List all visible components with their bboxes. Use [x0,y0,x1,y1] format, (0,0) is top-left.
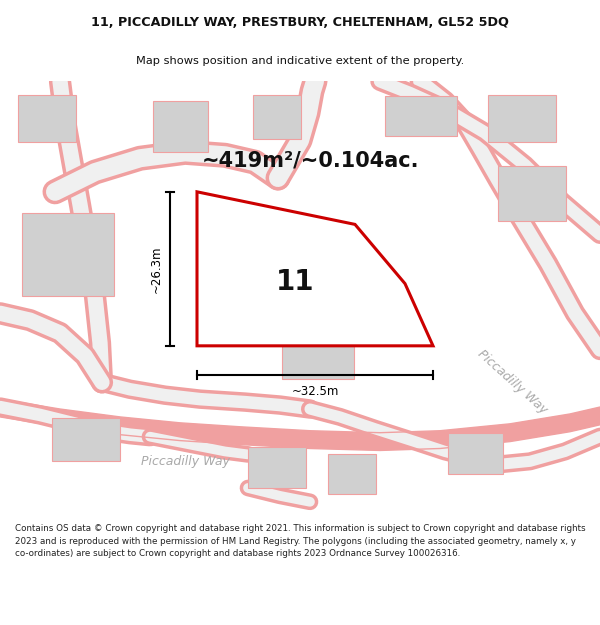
Bar [448,432,503,474]
Text: Contains OS data © Crown copyright and database right 2021. This information is : Contains OS data © Crown copyright and d… [15,524,586,558]
Bar [498,166,566,221]
Text: 11, PICCADILLY WAY, PRESTBURY, CHELTENHAM, GL52 5DQ: 11, PICCADILLY WAY, PRESTBURY, CHELTENHA… [91,16,509,29]
Text: Piccadilly Way: Piccadilly Way [140,455,229,468]
Text: ~26.3m: ~26.3m [149,245,163,292]
Bar [248,446,306,488]
Polygon shape [197,192,433,346]
Bar [52,418,120,461]
Text: 11: 11 [276,268,314,296]
Bar [488,95,556,142]
Text: Map shows position and indicative extent of the property.: Map shows position and indicative extent… [136,56,464,66]
Bar [153,101,208,152]
Text: ~419m²/~0.104ac.: ~419m²/~0.104ac. [201,150,419,170]
Text: ~32.5m: ~32.5m [292,385,338,398]
Bar [22,213,114,296]
Bar [253,95,301,139]
Bar [328,454,376,494]
Bar [385,96,457,136]
Bar [282,322,354,379]
Bar [262,229,350,296]
Text: Piccadilly Way: Piccadilly Way [475,348,550,417]
Polygon shape [0,399,600,451]
Bar [18,95,76,142]
